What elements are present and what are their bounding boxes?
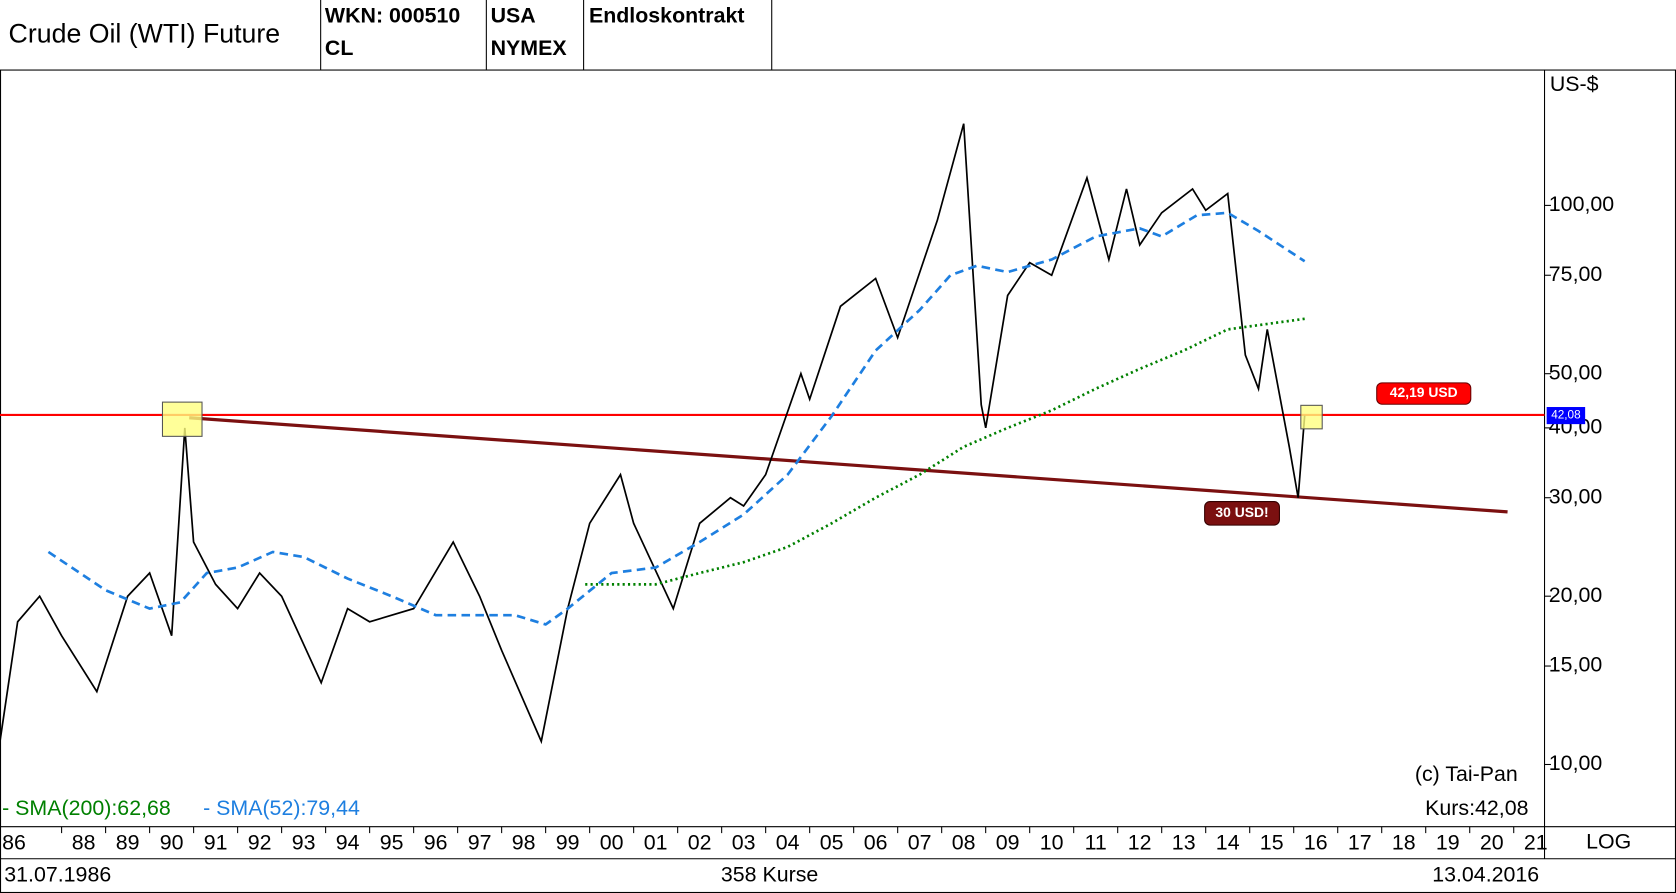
- y-tick-label: 20,00: [1549, 583, 1603, 607]
- y-tick-label: 50,00: [1549, 360, 1603, 384]
- kurs-label: Kurs:42,08: [1425, 796, 1528, 820]
- count-label: 358 Kurse: [721, 863, 818, 887]
- copyright: (c) Tai-Pan: [1415, 762, 1518, 786]
- series-line: [585, 317, 1305, 586]
- series-line: [0, 123, 1306, 745]
- x-tick-label: 04: [776, 830, 800, 854]
- x-tick-label: 11: [1085, 830, 1107, 854]
- x-tick-label: 06: [864, 830, 888, 854]
- x-tick-label: 15: [1260, 830, 1284, 854]
- y-tick-label: 30,00: [1549, 484, 1603, 508]
- symbol: CL: [325, 36, 353, 60]
- x-tick-label: 02: [688, 830, 712, 854]
- y-tick-label: 10,00: [1549, 751, 1603, 775]
- trend-label: 30 USD!: [1215, 504, 1268, 520]
- contract: Endloskontrakt: [589, 4, 745, 28]
- x-tick-label: 21: [1524, 830, 1548, 854]
- level-label-box: [1376, 382, 1472, 405]
- x-tick-label: 86: [2, 830, 26, 854]
- x-tick-label: 09: [996, 830, 1020, 854]
- x-tick-label: 01: [644, 830, 668, 854]
- y-unit: US-$: [1550, 72, 1599, 96]
- x-tick-label: 17: [1348, 830, 1372, 854]
- x-tick-label: 03: [732, 830, 756, 854]
- last-price-badge: [1546, 407, 1586, 425]
- level-label: 42,19 USD: [1390, 384, 1458, 400]
- legend-entry: - SMA(200):62,68: [2, 796, 171, 820]
- plot: 42,19 USD 30 USD!: [0, 123, 1545, 745]
- x-tick-label: 08: [952, 830, 976, 854]
- x-tick-label: 91: [204, 830, 228, 854]
- x-tick-label: 14: [1216, 830, 1240, 854]
- country: USA: [491, 4, 536, 28]
- x-tick-label: 99: [556, 830, 580, 854]
- x-tick-label: 90: [160, 830, 184, 854]
- x-tick-label: 19: [1436, 830, 1460, 854]
- trendline: [189, 416, 1508, 514]
- x-tick-label: 93: [292, 830, 316, 854]
- x-tick-label: 94: [336, 830, 360, 854]
- wkn: WKN: 000510: [325, 4, 461, 28]
- title: Crude Oil (WTI) Future: [9, 18, 281, 48]
- x-tick-label: 07: [908, 830, 932, 854]
- x-tick-label: 97: [468, 830, 492, 854]
- x-tick-label: 12: [1128, 830, 1152, 854]
- x-tick-label: 89: [116, 830, 140, 854]
- series-line: [47, 211, 1306, 626]
- x-tick-label: 10: [1040, 830, 1064, 854]
- x-tick-label: 88: [72, 830, 96, 854]
- chart-border: [0, 69, 1676, 893]
- x-tick-label: 00: [600, 830, 624, 854]
- exchange: NYMEX: [491, 36, 568, 60]
- x-tick-label: 20: [1480, 830, 1504, 854]
- y-tick-label: 15,00: [1549, 653, 1603, 677]
- legend-entry: - SMA(52):79,44: [203, 796, 360, 820]
- x-tick-label: 95: [380, 830, 404, 854]
- x-tick-label: 96: [424, 830, 448, 854]
- x-tick-label: 92: [248, 830, 272, 854]
- trend-label-box: [1204, 501, 1280, 526]
- highlight: [1300, 404, 1323, 430]
- start-date: 31.07.1986: [4, 863, 111, 887]
- x-tick-label: 05: [820, 830, 844, 854]
- x-tick-label: 18: [1392, 830, 1416, 854]
- x-tick-label: 98: [512, 830, 536, 854]
- end-date: 13.04.2016: [1432, 863, 1539, 887]
- y-tick-label: 100,00: [1549, 192, 1614, 216]
- x-tick-label: 13: [1172, 830, 1196, 854]
- last-price-label: 42,08: [1551, 409, 1581, 422]
- y-tick-label: 75,00: [1549, 262, 1603, 286]
- scale-label: LOG: [1586, 829, 1631, 853]
- highlight: [161, 401, 203, 437]
- x-tick-label: 16: [1304, 830, 1328, 854]
